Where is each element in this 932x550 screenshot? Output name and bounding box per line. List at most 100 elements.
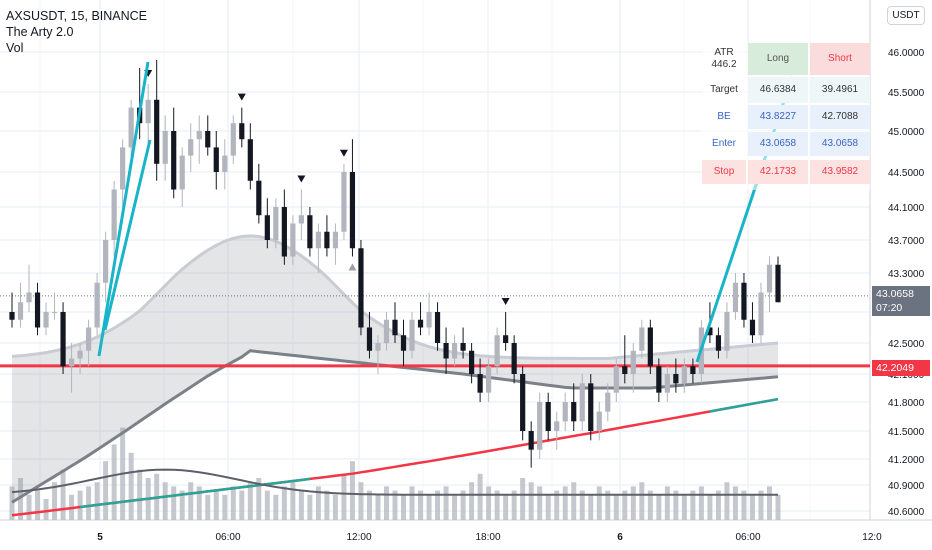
volume-bar [443,486,449,520]
volume-bar [77,490,83,520]
volume-bar [205,494,211,520]
time-tick-label: 12:0 [862,532,882,543]
sell-marker-icon [501,298,510,305]
candle-body [460,343,466,351]
candle-body [511,343,517,374]
volume-bar [673,490,679,520]
candle-body [298,215,304,224]
candle-body [239,123,245,140]
volume-bar [741,490,747,520]
trend-line-left-outer [97,61,150,357]
candle-body [690,366,696,374]
be-short: 42.7088 [810,105,870,129]
candle-body [26,292,32,303]
candle-body [51,312,58,313]
volume-bar [775,494,781,520]
volume-bar [681,494,687,520]
time-tick-label: 06:00 [735,532,760,543]
price-tick-label: 44.1000 [888,203,925,214]
stop-label: Stop [702,160,746,184]
candle-body [630,350,636,374]
candle-body [256,180,262,216]
volume-bar [503,494,509,520]
candle-body [77,350,83,359]
candle-body [443,343,449,359]
candle-body [213,147,219,172]
long-ma-teal-segment [79,477,311,509]
volume-bar [43,499,49,520]
price-tick-label: 42.5000 [888,339,925,350]
sell-marker-icon [339,149,348,157]
volume-bar [690,490,696,520]
candle-body [426,312,432,328]
candle-body [613,366,619,393]
candle-body [128,107,134,148]
candle-body [366,327,373,351]
candle-body [417,319,424,328]
target-short: 39.4961 [810,77,870,103]
candle-body [392,319,398,336]
volume-bar [128,452,134,520]
volume-bar [605,490,611,520]
be-label: BE [717,111,731,122]
candle-body [656,366,662,393]
volume-bar [171,486,177,520]
sell-marker-icon [297,175,306,183]
volume-bar [758,490,764,520]
enter-short: 43.0658 [810,132,870,156]
candle-body [17,302,24,320]
last-price-tag: 43.0658 07:20 [872,286,930,316]
candle-body [554,421,560,431]
support-price-tag: 42.2049 [872,360,930,376]
volume-bar [647,490,653,520]
volume-bar [349,461,355,520]
volume-bar [528,482,534,520]
time-tick-label: 06:00 [215,532,240,543]
price-tick-label: 45.5000 [888,88,925,99]
volume-bar [724,482,730,520]
price-tick-label: 40.9000 [888,481,925,492]
candle-body [315,231,321,249]
volume-bar [188,482,194,520]
be-long: 43.8227 [748,105,808,129]
candle-body [775,264,781,303]
time-tick-label: 6 [617,532,623,543]
price-axis-panel [870,0,932,550]
volume-bar [537,486,543,520]
symbol-title[interactable]: AXSUSDT, 15, BINANCE [6,9,148,23]
volume-bar [273,494,279,520]
candle-body [537,402,543,450]
volume-bar [332,494,338,520]
price-tick-label: 44.5000 [888,168,925,179]
volume-bar [749,494,755,520]
volume-bar [511,490,517,520]
long-header: Long [748,43,808,75]
candle-body [588,383,594,431]
candle-body [332,231,339,249]
stop-short: 43.9582 [810,160,870,184]
candle-body [681,366,687,384]
volume-bar [247,482,253,520]
volume-bar [477,473,483,520]
volume-bar [639,482,645,520]
candle-body [273,207,279,240]
candle-body [758,292,764,336]
volume-bar [35,490,41,520]
target-long: 46.6384 [748,77,808,103]
volume-bar [545,494,551,520]
volume-bar [596,486,602,520]
volume-bar [766,486,772,520]
indicator-title[interactable]: The Arty 2.0 [6,25,74,39]
volume-title[interactable]: Vol [6,41,24,55]
volume-bar [239,490,245,520]
candle-body [86,327,92,351]
candle-body [622,366,628,374]
volume-bar [213,490,219,520]
candle-body [60,312,66,367]
candle-body [639,327,645,351]
currency-button[interactable]: USDT [887,6,925,25]
price-tick-label: 43.7000 [888,236,925,247]
candle-body [196,131,202,140]
candle-body [520,374,526,431]
